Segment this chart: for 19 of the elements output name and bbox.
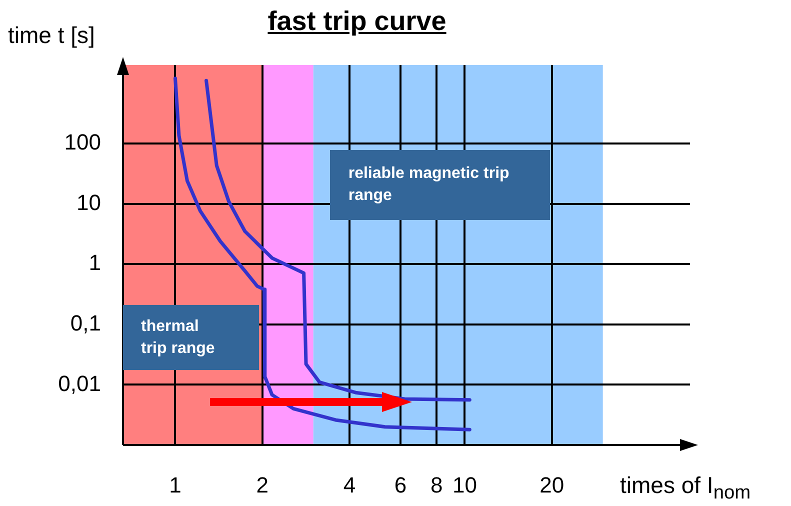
x-tick-label: 8 — [430, 472, 443, 498]
y-tick-label: 0,01 — [58, 370, 101, 396]
y-tick-label: 10 — [76, 190, 101, 215]
y-tick-label: 100 — [64, 130, 101, 155]
band-label: thermal trip range — [141, 316, 216, 358]
y-axis-title: time t [s] — [8, 22, 95, 49]
label-box: thermal trip range — [123, 305, 259, 370]
x-tick-label: 1 — [169, 472, 182, 498]
label-box: reliable magnetic trip range — [330, 150, 550, 220]
chart-title: fast trip curve — [266, 6, 448, 37]
band-label: reliable magnetic trip range — [348, 164, 510, 206]
x-tick-label: 4 — [343, 472, 356, 498]
y-tick-label: 0,1 — [70, 310, 101, 336]
x-tick-label: 2 — [256, 472, 269, 498]
x-tick-label: 10 — [452, 472, 477, 498]
x-tick-label: 6 — [394, 472, 407, 498]
y-tick-label: 1 — [88, 250, 101, 276]
x-axis-title: times of I$_{nom}$ — [620, 472, 751, 505]
x-tick-label: 20 — [540, 472, 564, 498]
